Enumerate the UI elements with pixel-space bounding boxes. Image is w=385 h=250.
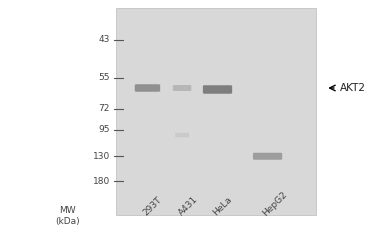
Text: 130: 130 <box>92 152 110 161</box>
Text: 72: 72 <box>98 104 110 113</box>
FancyBboxPatch shape <box>173 85 191 91</box>
FancyBboxPatch shape <box>175 133 189 137</box>
FancyBboxPatch shape <box>203 85 232 94</box>
Bar <box>116 8 316 215</box>
FancyBboxPatch shape <box>135 84 160 92</box>
Text: 180: 180 <box>92 177 110 186</box>
Text: HepG2: HepG2 <box>261 190 289 218</box>
Text: MW
(kDa): MW (kDa) <box>55 206 80 226</box>
Text: HeLa: HeLa <box>211 195 234 218</box>
Text: A431: A431 <box>176 195 199 218</box>
Text: 293T: 293T <box>142 195 164 218</box>
FancyBboxPatch shape <box>253 153 282 160</box>
Text: 43: 43 <box>98 36 110 44</box>
Text: 95: 95 <box>98 126 110 134</box>
Text: 55: 55 <box>98 73 110 82</box>
Text: AKT2: AKT2 <box>340 83 366 93</box>
